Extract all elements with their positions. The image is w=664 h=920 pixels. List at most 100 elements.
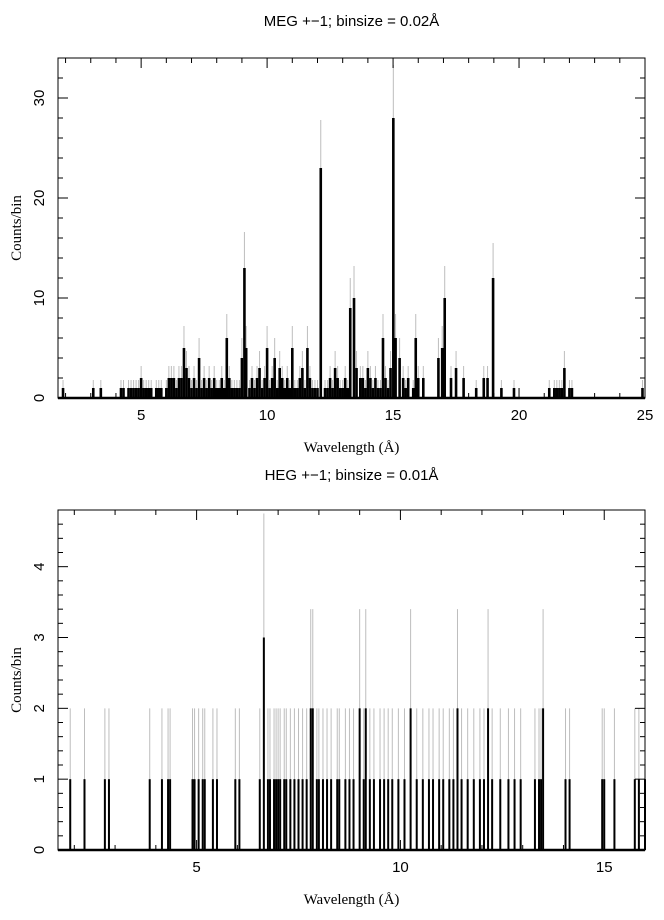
histogram-bin xyxy=(107,779,110,850)
histogram-bin xyxy=(305,779,308,850)
histogram-bin xyxy=(513,779,516,850)
histogram-bin xyxy=(555,388,559,398)
histogram-bin xyxy=(361,378,365,398)
histogram-bin xyxy=(540,779,543,850)
histogram-bin xyxy=(238,779,241,850)
histogram-bin xyxy=(270,378,274,398)
histogram-bin xyxy=(273,779,276,850)
histogram-bin xyxy=(235,388,239,398)
histogram-bin xyxy=(472,779,475,850)
histogram-bin xyxy=(191,779,194,850)
histogram-bin xyxy=(159,388,163,398)
histogram-bin xyxy=(442,779,445,850)
histogram-bin xyxy=(303,388,307,398)
histogram-bin xyxy=(601,779,604,850)
histogram-bin xyxy=(406,378,410,398)
histogram-bin xyxy=(253,388,256,398)
histogram-bin xyxy=(266,779,269,850)
x-tick-label: 15 xyxy=(596,859,613,876)
histogram-bin xyxy=(283,779,286,850)
histogram-bin xyxy=(309,708,312,850)
histogram-bin xyxy=(311,708,314,850)
histogram-bin xyxy=(311,388,314,398)
histogram-bin xyxy=(280,378,284,398)
histogram-bin xyxy=(411,388,415,398)
histogram-bin xyxy=(384,378,387,398)
histogram-bin xyxy=(233,388,236,398)
histogram-bin xyxy=(290,348,294,398)
chart-panel-2: HEG +−1; binsize = 0.01Å 5 10 15 0 1 2 3 4 Wavele… xyxy=(9,467,646,908)
histogram-bin xyxy=(507,779,510,850)
histogram-bin xyxy=(392,118,395,398)
histogram-bin xyxy=(277,779,280,850)
histogram-bin xyxy=(491,779,494,850)
histogram-bin xyxy=(474,388,478,398)
histogram-bin xyxy=(275,779,278,850)
histogram-bin xyxy=(613,779,616,850)
x-tick-label: 10 xyxy=(259,407,276,424)
histogram-bin xyxy=(185,368,188,398)
histogram-bin xyxy=(331,388,334,398)
chart-title: MEG +−1; binsize = 0.02Å xyxy=(264,13,440,30)
histogram-bin xyxy=(288,388,292,398)
histogram-bin xyxy=(326,779,329,850)
histogram-bin xyxy=(220,378,224,398)
histogram-bin xyxy=(333,368,337,398)
histogram-bin xyxy=(258,779,261,850)
y-tick-label: 2 xyxy=(31,704,48,712)
y-axis-label: Counts/bin xyxy=(9,647,25,713)
histogram-bin xyxy=(460,779,463,850)
histogram-bin xyxy=(358,708,361,850)
histogram-bin xyxy=(438,779,441,850)
histogram-bin xyxy=(538,779,541,850)
histogram-bin xyxy=(346,388,350,398)
histogram-bin xyxy=(456,708,459,850)
histogram-bin xyxy=(462,378,465,398)
histogram-bin xyxy=(374,378,377,398)
histogram-bin xyxy=(202,378,206,398)
histogram-bin xyxy=(568,779,571,850)
histogram-bin xyxy=(243,268,246,398)
histogram-bin xyxy=(147,388,150,398)
plot-frame xyxy=(57,57,646,399)
histogram-bin xyxy=(553,388,556,398)
histogram-bin xyxy=(422,378,425,398)
chart-title: HEG +−1; binsize = 0.01Å xyxy=(265,467,439,484)
histogram-bin xyxy=(321,779,324,850)
histogram-bin xyxy=(234,779,237,850)
histogram-bin xyxy=(558,388,561,398)
histogram-bin xyxy=(230,388,234,398)
histogram-bin xyxy=(491,278,495,398)
histogram-bin xyxy=(99,388,103,398)
histogram-bin xyxy=(217,388,221,398)
histogram-bin xyxy=(387,779,390,850)
x-tick-label: 5 xyxy=(192,859,200,876)
histogram-bin xyxy=(306,348,309,398)
histogram-bin xyxy=(454,368,458,398)
histogram-bin xyxy=(416,378,420,398)
histogram-bin xyxy=(238,388,241,398)
histogram-bin xyxy=(448,779,451,850)
histogram-bin xyxy=(323,388,327,398)
histogram-bin xyxy=(137,388,140,398)
histogram-bin xyxy=(366,368,370,398)
histogram-bin xyxy=(201,779,204,850)
histogram-bin xyxy=(313,388,317,398)
histogram-bin xyxy=(560,388,564,398)
histogram-bin xyxy=(69,779,72,850)
histogram-bin xyxy=(301,779,304,850)
histogram-bin xyxy=(167,378,171,398)
x-tick-label: 15 xyxy=(385,407,402,424)
histogram-bin xyxy=(427,779,430,850)
histogram-bin xyxy=(192,378,196,398)
histogram-bin xyxy=(371,388,375,398)
histogram-bin xyxy=(207,378,211,398)
x-tick-label: 10 xyxy=(392,859,409,876)
histogram-bin xyxy=(338,388,342,398)
histogram-bin xyxy=(563,368,566,398)
histogram-bin xyxy=(154,388,158,398)
histogram-bin xyxy=(403,779,406,850)
histogram-bin xyxy=(289,779,292,850)
histogram-bin xyxy=(352,779,355,850)
